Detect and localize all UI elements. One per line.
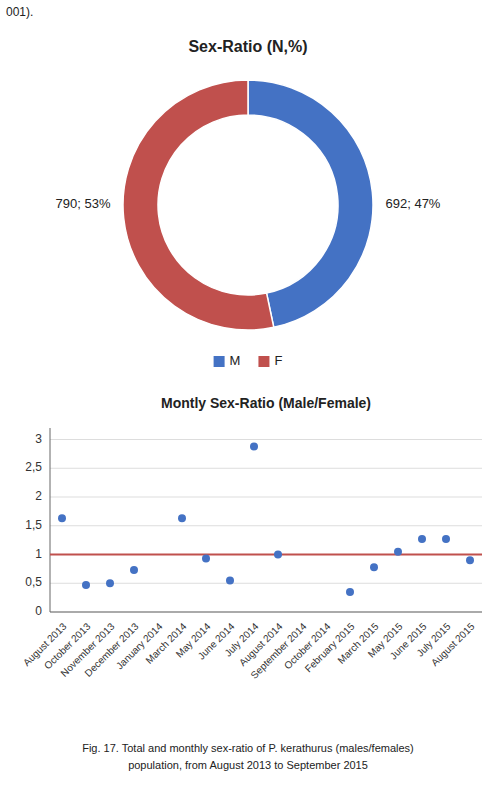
donut-chart: 001).Sex-Ratio (N,%)692; 47%790; 53%MF — [6, 5, 441, 368]
data-label: 692; 47% — [386, 196, 441, 211]
scatter-point — [274, 551, 282, 559]
scatter-point — [106, 579, 114, 587]
caption: population, from August 2013 to Septembe… — [128, 759, 368, 771]
annotation: 001). — [6, 5, 33, 19]
legend: MF — [214, 353, 283, 368]
scatter-point — [250, 442, 258, 450]
y-tick-label: 1,5 — [25, 518, 42, 532]
scatter-point — [418, 535, 426, 543]
chart-title: Sex-Ratio (N,%) — [188, 38, 307, 55]
y-axis-line — [50, 428, 51, 612]
grid-line — [50, 583, 482, 584]
data-label: 790; 53% — [56, 196, 111, 211]
legend-entry: M — [230, 353, 241, 368]
legend-swatch — [258, 356, 269, 367]
y-tick-label: 3 — [35, 432, 42, 446]
scatter-point — [130, 566, 138, 574]
y-tick-label: 2 — [35, 489, 42, 503]
grid-line — [50, 497, 482, 498]
scatter-point — [394, 548, 402, 556]
donut-slice — [123, 80, 274, 330]
grid-line — [50, 468, 482, 469]
caption: Fig. 17. Total and monthly sex-ratio of … — [82, 742, 414, 754]
scatter-point — [346, 588, 354, 596]
grid-line — [50, 612, 482, 613]
y-tick-label: 2,5 — [25, 460, 42, 474]
donut-slice — [248, 80, 373, 327]
scatter-point — [82, 581, 90, 589]
reference-line — [50, 553, 482, 555]
x-tick-label: August 2015 — [429, 620, 477, 668]
grid-line — [50, 439, 482, 440]
plot-area — [50, 442, 482, 595]
y-tick-label: 0,5 — [25, 575, 42, 589]
legend-entry: F — [274, 353, 282, 368]
figure: 001).Sex-Ratio (N,%)692; 47%790; 53%MFMo… — [0, 0, 496, 802]
y-tick-label: 1 — [35, 547, 42, 561]
scatter-point — [226, 576, 234, 584]
scatter-point — [370, 563, 378, 571]
grid-line — [50, 554, 482, 555]
x-axis-line — [50, 612, 482, 613]
scatter-point — [442, 535, 450, 543]
y-tick-label: 0 — [35, 604, 42, 618]
scatter-point — [58, 514, 66, 522]
chart-title: Montly Sex-Ratio (Male/Female) — [161, 395, 371, 411]
scatter-point — [466, 556, 474, 564]
scatter-chart: Montly Sex-Ratio (Male/Female) 0 0,5 1 1,5 2 2… — [21, 395, 482, 771]
scatter-point — [178, 514, 186, 522]
grid-line — [50, 525, 482, 526]
legend-swatch — [214, 356, 225, 367]
scatter-point — [202, 555, 210, 563]
